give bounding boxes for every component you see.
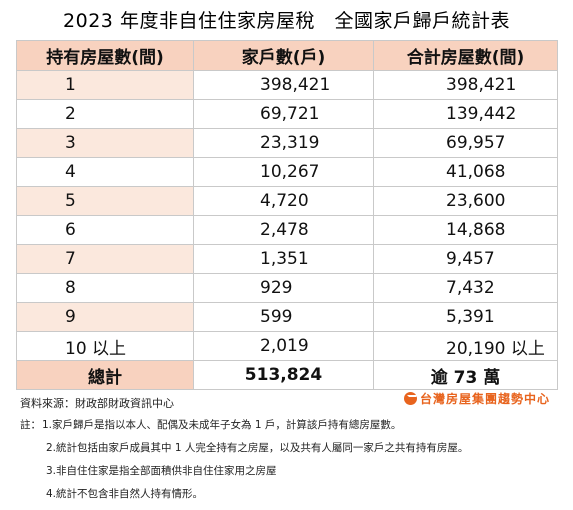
cell-houses-owned: 2 [16,99,194,129]
table-row: 3 23,319 69,957 [16,128,558,158]
footnote-text: 1.家戶歸戶是指以本人、配偶及未成年子女為 1 戶，計算該戶持有總房屋數。 [42,419,402,431]
cell-total-houses: 23,600 [373,186,558,216]
cell-houses-owned: 8 [16,273,194,303]
footnotes: 註：1.家戶歸戶是指以本人、配偶及未成年子女為 1 戶，計算該戶持有總房屋數。 … [20,418,468,510]
cell-houses-owned: 6 [16,215,194,245]
table-row: 7 1,351 9,457 [16,244,558,274]
header-total-houses: 合計房屋數(間) [373,40,558,71]
cell-households: 2,019 [193,331,374,361]
table-row: 4 10,267 41,068 [16,157,558,187]
brand-logo-text: 台灣房屋集團趨勢中心 [420,392,551,406]
page-title: 2023 年度非自住住家房屋稅 全國家戶歸戶統計表 [63,10,510,32]
cell-households: 929 [193,273,374,303]
notes-label: 註： [20,419,41,431]
cell-households: 398,421 [193,70,374,100]
table-row: 6 2,478 14,868 [16,215,558,245]
cell-total-houses: 7,432 [373,273,558,303]
cell-houses-owned: 10 以上 [16,331,194,361]
table-header-row: 持有房屋數(間) 家戶數(戶) 合計房屋數(間) [16,40,558,71]
cell-total-houses: 139,442 [373,99,558,129]
data-source: 資料來源：財政部財政資訊中心 [20,397,174,410]
cell-houses-owned: 5 [16,186,194,216]
cell-households: 23,319 [193,128,374,158]
total-households: 513,824 [193,360,374,390]
cell-households: 2,478 [193,215,374,245]
cell-total-houses: 14,868 [373,215,558,245]
header-houses-owned: 持有房屋數(間) [16,40,194,71]
cell-houses-owned: 3 [16,128,194,158]
footnote: 3.非自住住家是指全部面積供非自住住家用之房屋 [46,465,277,477]
total-houses: 逾 73 萬 [373,360,558,390]
cell-households: 1,351 [193,244,374,274]
cell-households: 10,267 [193,157,374,187]
cell-houses-owned: 1 [16,70,194,100]
cell-households: 69,721 [193,99,374,129]
footnote: 2.統計包括由家戶成員其中 1 人完全持有之房屋，以及共有人屬同一家戶之共有持有… [46,442,469,454]
table-row: 5 4,720 23,600 [16,186,558,216]
house-logo-icon [404,392,418,405]
cell-houses-owned: 7 [16,244,194,274]
total-row: 總計 513,824 逾 73 萬 [16,360,558,390]
cell-total-houses: 9,457 [373,244,558,274]
cell-houses-owned: 4 [16,157,194,187]
cell-total-houses: 5,391 [373,302,558,332]
footnote: 4.統計不包含非自然人持有情形。 [46,488,204,500]
footnote: 註：1.家戶歸戶是指以本人、配偶及未成年子女為 1 戶，計算該戶持有總房屋數。 [20,418,468,441]
cell-total-houses: 41,068 [373,157,558,187]
table-row: 9 599 5,391 [16,302,558,332]
brand-logo: 台灣房屋集團趨勢中心 [404,390,550,407]
total-label: 總計 [16,360,194,390]
cell-total-houses: 398,421 [373,70,558,100]
table-row: 8 929 7,432 [16,273,558,303]
cell-households: 599 [193,302,374,332]
cell-total-houses: 20,190 以上 [373,331,558,361]
cell-total-houses: 69,957 [373,128,558,158]
table-row: 10 以上 2,019 20,190 以上 [16,331,558,361]
table-row: 1 398,421 398,421 [16,70,558,100]
header-households: 家戶數(戶) [193,40,374,71]
statistics-table: 持有房屋數(間) 家戶數(戶) 合計房屋數(間) 1 398,421 398,4… [16,40,558,390]
cell-houses-owned: 9 [16,302,194,332]
cell-households: 4,720 [193,186,374,216]
table-row: 2 69,721 139,442 [16,99,558,129]
